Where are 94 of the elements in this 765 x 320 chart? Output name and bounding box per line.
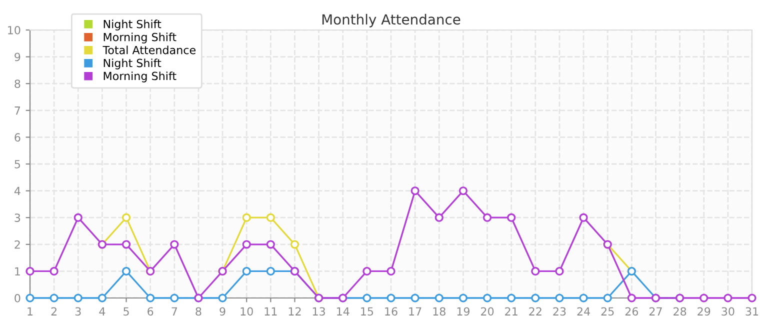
point [26,294,34,302]
x-tick-label: 7 [172,307,177,316]
x-tick-label: 4 [99,307,106,316]
point [26,266,34,276]
point [724,294,732,302]
point [122,266,131,276]
point [603,294,612,302]
point [386,266,396,276]
x-tick-label: 19 [457,307,470,316]
point [434,294,444,302]
x-tick-label: 10 [240,307,253,316]
point [242,266,251,276]
point [748,294,756,302]
x-tick-label: 8 [196,307,202,316]
point [434,213,444,222]
x-tick-label: 18 [433,307,446,316]
point [242,213,251,222]
y-tick-label: 5 [14,160,20,168]
legend-label: Night Shift [104,58,162,70]
point [74,294,82,302]
point [362,294,372,302]
y-tick-label: 7 [14,106,20,115]
legend-label: Morning Shift [104,72,176,82]
point [507,294,516,302]
x-tick-label: 11 [264,307,277,316]
legend-label: Night Shift [104,20,162,30]
legend-label: Total Attendance [102,46,196,54]
point [507,213,516,222]
x-tick-label: 26 [625,307,638,316]
y-tick-label: 1 [15,267,20,276]
point [266,213,275,222]
point [410,186,420,196]
point [242,240,251,249]
point [266,240,275,249]
point [458,294,468,302]
x-tick-label: 30 [722,307,734,316]
point [410,294,420,302]
y-tick-label: 4 [14,186,20,196]
y-tick-label: 8 [14,80,20,88]
point [50,266,58,276]
x-tick-label: 16 [385,307,398,316]
x-tick-label: 17 [409,307,422,316]
x-tick-label: 15 [361,307,374,316]
point [458,186,468,196]
x-tick-label: 22 [529,307,542,316]
point [122,213,131,222]
point [50,294,58,302]
point [627,294,636,302]
x-tick-label: 14 [337,307,350,316]
point [146,294,155,302]
y-tick-label: 6 [14,133,20,142]
point [266,266,275,276]
y-tick-label: 10 [8,26,20,34]
x-tick-label: 6 [148,307,154,316]
x-tick-label: 5 [124,307,129,316]
x-tick-label: 31 [746,307,758,316]
y-tick-label: 0 [14,294,20,302]
y-tick-label: 3 [14,214,20,222]
point [482,213,492,222]
x-tick-label: 3 [75,307,81,316]
point [98,294,107,302]
point [531,294,540,302]
x-tick-label: 29 [698,307,710,316]
x-tick-label: 12 [288,307,301,316]
point [170,294,179,302]
point [555,266,564,276]
legend-label: Morning Shift [104,32,176,44]
x-tick-label: 20 [481,307,494,316]
x-tick-label: 24 [577,307,590,316]
point [555,294,564,302]
x-tick-label: 13 [312,307,325,316]
point [386,294,396,302]
point [531,266,540,276]
x-tick-label: 9 [220,307,226,316]
x-tick-label: 2 [51,307,56,316]
point [362,266,372,276]
x-tick-label: 27 [649,307,662,316]
point [579,213,588,222]
point [170,240,179,249]
y-tick-label: 9 [14,52,20,62]
point [482,294,492,302]
x-tick-label: 1 [28,307,33,316]
point [218,294,227,302]
point [700,294,708,302]
point [74,213,82,222]
y-tick-label: 2 [14,240,20,249]
point [290,240,300,249]
chart-title: Monthly Attendance [322,14,460,28]
point [122,240,131,249]
x-tick-label: 25 [601,307,614,316]
x-tick-label: 21 [505,307,518,316]
x-tick-label: 28 [674,307,686,316]
x-tick-label: 23 [553,307,566,316]
point [579,294,588,302]
